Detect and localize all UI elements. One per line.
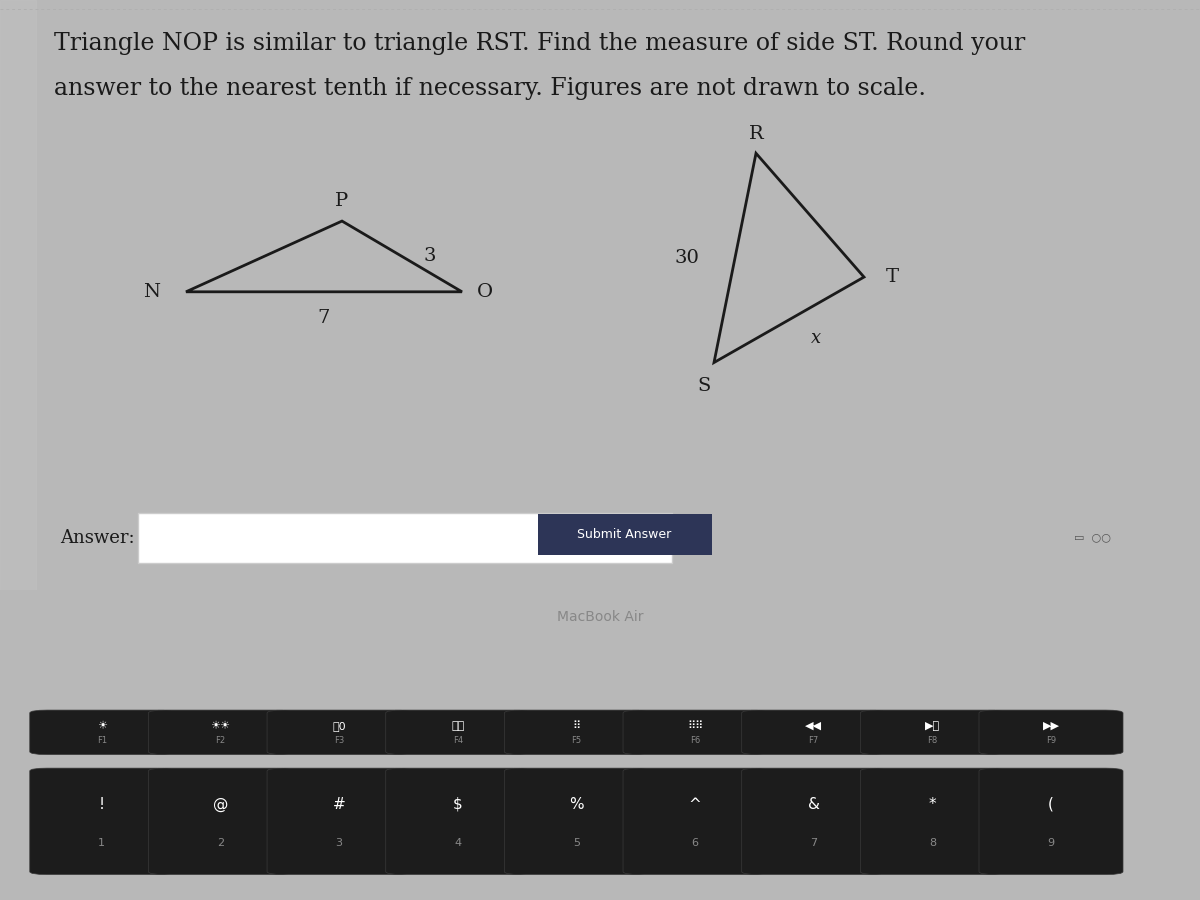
Text: ^: ^ [689, 796, 702, 812]
FancyBboxPatch shape [30, 768, 174, 875]
FancyBboxPatch shape [30, 710, 174, 754]
Text: F4: F4 [452, 736, 463, 745]
FancyBboxPatch shape [979, 768, 1123, 875]
Text: 4: 4 [454, 839, 461, 849]
FancyBboxPatch shape [149, 768, 293, 875]
FancyBboxPatch shape [149, 710, 293, 754]
Text: ⬛0: ⬛0 [332, 721, 346, 731]
Text: S: S [697, 377, 712, 395]
Text: MacBook Air: MacBook Air [557, 610, 643, 625]
FancyBboxPatch shape [385, 710, 529, 754]
FancyBboxPatch shape [538, 514, 712, 555]
Text: 30: 30 [674, 249, 698, 267]
FancyBboxPatch shape [504, 768, 648, 875]
Text: R: R [749, 125, 763, 143]
FancyBboxPatch shape [742, 768, 886, 875]
Text: @: @ [212, 796, 228, 812]
Text: ▶⏸: ▶⏸ [925, 721, 940, 731]
Text: $: $ [452, 796, 463, 812]
Text: F3: F3 [334, 736, 344, 745]
FancyBboxPatch shape [268, 710, 412, 754]
Text: ⠿⠿: ⠿⠿ [686, 721, 703, 731]
Text: ▭  ○○: ▭ ○○ [1074, 533, 1111, 543]
Text: #: # [332, 796, 346, 812]
Text: answer to the nearest tenth if necessary. Figures are not drawn to scale.: answer to the nearest tenth if necessary… [54, 76, 926, 100]
Text: F8: F8 [928, 736, 937, 745]
Text: 9: 9 [1048, 839, 1055, 849]
Text: F6: F6 [690, 736, 700, 745]
Text: N: N [143, 283, 160, 301]
FancyBboxPatch shape [623, 768, 767, 875]
FancyBboxPatch shape [623, 710, 767, 754]
FancyBboxPatch shape [742, 710, 886, 754]
Text: (: ( [1048, 796, 1054, 812]
Text: 5: 5 [572, 839, 580, 849]
FancyBboxPatch shape [504, 710, 648, 754]
Text: *: * [929, 796, 936, 812]
Text: 2: 2 [217, 839, 224, 849]
FancyBboxPatch shape [268, 768, 412, 875]
FancyBboxPatch shape [138, 513, 672, 563]
Text: Triangle NOP is similar to triangle RST. Find the measure of side ST. Round your: Triangle NOP is similar to triangle RST.… [54, 32, 1025, 56]
FancyBboxPatch shape [860, 768, 1004, 875]
Text: ⠿: ⠿ [572, 721, 581, 731]
Text: 3: 3 [336, 839, 342, 849]
Text: ⬛⬛: ⬛⬛ [451, 721, 464, 731]
Text: F2: F2 [215, 736, 226, 745]
FancyBboxPatch shape [860, 710, 1004, 754]
Text: ▶▶: ▶▶ [1043, 721, 1060, 731]
Text: ☀☀: ☀☀ [210, 721, 230, 731]
Text: Answer:: Answer: [60, 528, 134, 546]
FancyBboxPatch shape [385, 768, 529, 875]
Bar [0, 0, 36, 590]
Text: ◀◀: ◀◀ [805, 721, 822, 731]
Text: P: P [335, 193, 349, 211]
Text: 1: 1 [98, 839, 106, 849]
Text: O: O [476, 283, 492, 301]
Text: &: & [808, 796, 820, 812]
Text: x: x [811, 328, 821, 346]
Text: %: % [569, 796, 583, 812]
Text: Submit Answer: Submit Answer [577, 528, 671, 541]
Text: F5: F5 [571, 736, 582, 745]
Text: 3: 3 [424, 248, 436, 266]
Text: !: ! [98, 796, 104, 812]
Bar [0, 634, 1200, 665]
Text: F1: F1 [97, 736, 107, 745]
Text: ☀: ☀ [97, 721, 107, 731]
Text: 7: 7 [318, 310, 330, 328]
Text: F7: F7 [809, 736, 818, 745]
Text: 8: 8 [929, 839, 936, 849]
Text: F9: F9 [1046, 736, 1056, 745]
Text: 6: 6 [691, 839, 698, 849]
Text: 7: 7 [810, 839, 817, 849]
Text: T: T [886, 268, 899, 286]
FancyBboxPatch shape [979, 710, 1123, 754]
